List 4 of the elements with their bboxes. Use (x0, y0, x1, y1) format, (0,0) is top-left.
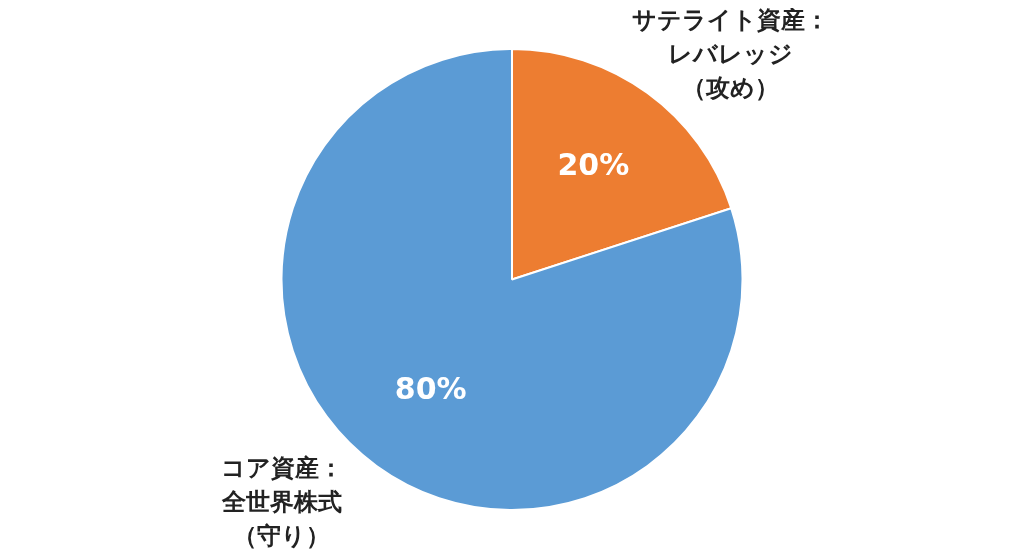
slice-label: サテライト資産：レバレッジ（攻め） (632, 5, 830, 102)
data-label: 80% (394, 371, 467, 407)
slice-label: コア資産：全世界株式（守り） (220, 453, 343, 550)
data-label: 20% (557, 147, 630, 183)
